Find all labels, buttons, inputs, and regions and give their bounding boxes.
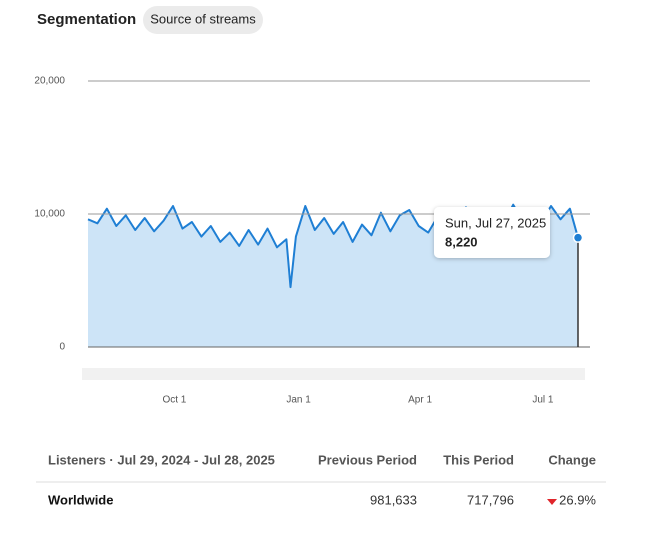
tooltip-date: Sun, Jul 27, 2025	[445, 215, 546, 230]
tooltip: Sun, Jul 27, 2025 8,220	[434, 207, 550, 258]
scroll-band	[82, 368, 585, 380]
x-tick-label: Jul 1	[532, 395, 554, 406]
segment-button-label[interactable]: Source of streams	[150, 11, 256, 26]
current-value: 717,796	[467, 492, 514, 507]
table-header: This Period	[443, 452, 514, 467]
x-tick-label: Apr 1	[408, 395, 432, 406]
x-tick-label: Oct 1	[162, 395, 186, 406]
tooltip-box	[434, 207, 550, 258]
tooltip-value: 8,220	[445, 234, 478, 249]
table-header: Previous Period	[318, 452, 417, 467]
down-indicator	[547, 499, 557, 505]
segment-button[interactable]	[143, 6, 263, 34]
hover-dot	[572, 232, 584, 243]
y-tick-label: 10,000	[34, 209, 65, 220]
y-tick-label: 0	[59, 342, 65, 353]
previous-value: 981,633	[370, 492, 417, 507]
table-header: Change	[548, 452, 596, 467]
table-header: Listeners · Jul 29, 2024 - Jul 28, 2025	[48, 452, 275, 467]
change-value: 26.9%	[559, 492, 596, 507]
region: Worldwide	[48, 492, 113, 507]
y-tick-label: 20,000	[34, 76, 65, 87]
x-tick-label: Jan 1	[286, 395, 311, 406]
section-title: Segmentation	[37, 11, 136, 28]
